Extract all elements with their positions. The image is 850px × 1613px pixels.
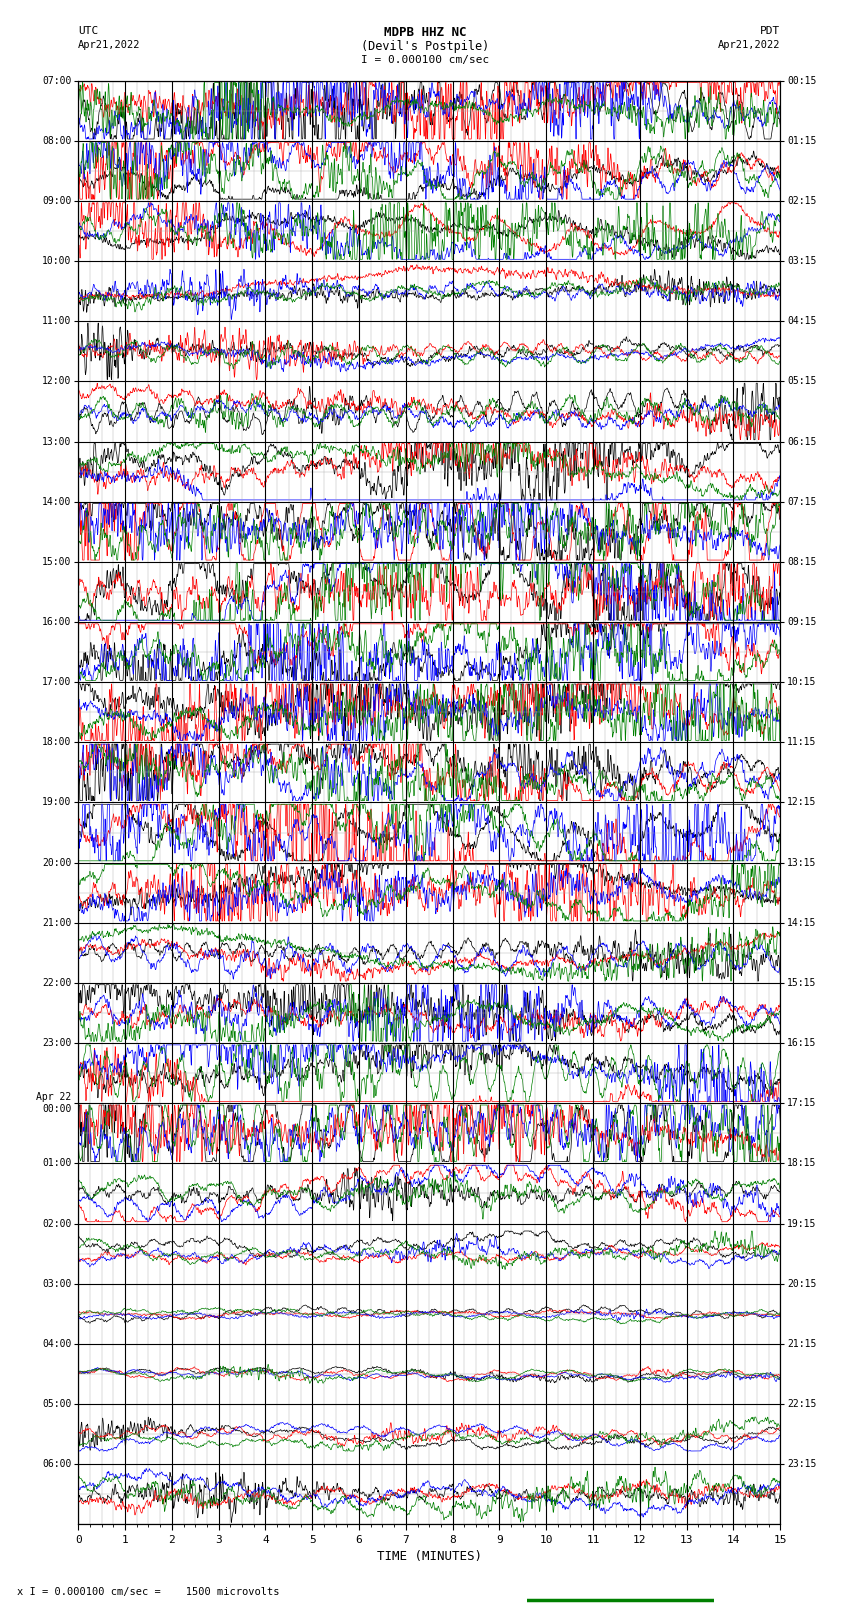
Text: I = 0.000100 cm/sec: I = 0.000100 cm/sec [361,55,489,65]
Text: Apr21,2022: Apr21,2022 [78,40,141,50]
Text: PDT: PDT [760,26,780,35]
Text: (Devil's Postpile): (Devil's Postpile) [361,40,489,53]
Text: MDPB HHZ NC: MDPB HHZ NC [383,26,467,39]
X-axis label: TIME (MINUTES): TIME (MINUTES) [377,1550,482,1563]
Text: x I = 0.000100 cm/sec =    1500 microvolts: x I = 0.000100 cm/sec = 1500 microvolts [17,1587,280,1597]
Text: Apr21,2022: Apr21,2022 [717,40,780,50]
Text: UTC: UTC [78,26,99,35]
